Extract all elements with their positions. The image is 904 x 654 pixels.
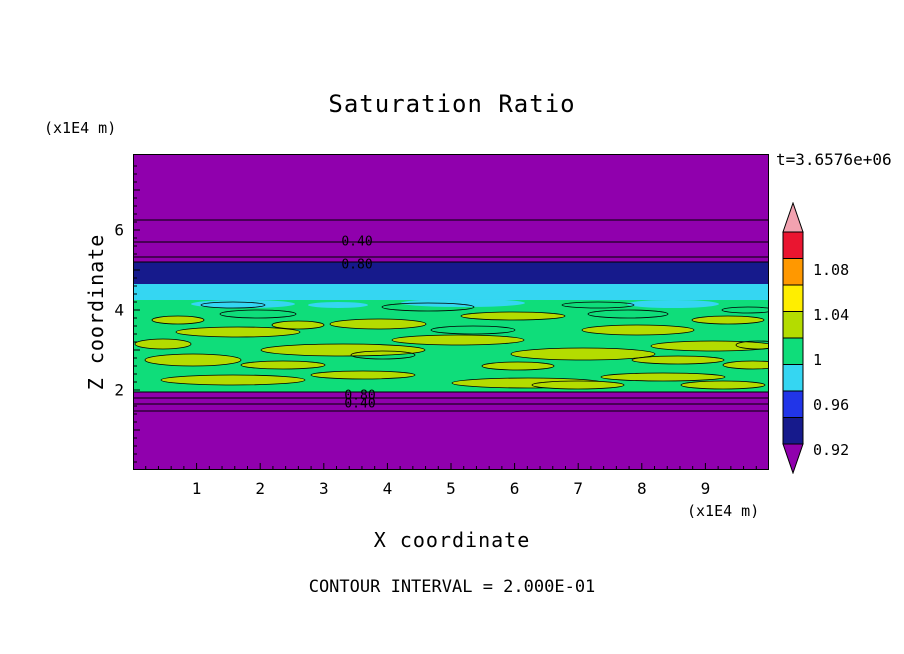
colorbar-segment (782, 231, 804, 259)
contour-patch (721, 306, 769, 314)
contour-patch (581, 324, 695, 336)
colorbar-tick-label: 0.92 (813, 441, 850, 459)
x-tick-label: 5 (446, 479, 456, 498)
contour-patch (308, 302, 368, 308)
contour-patch (481, 361, 555, 371)
x-tick-label: 4 (382, 479, 393, 498)
contour-patch (600, 372, 726, 382)
plot-frame (133, 154, 769, 470)
contour-patch (650, 340, 769, 352)
time-annotation: t=3.6576e+06 (776, 150, 892, 169)
contour-patch (200, 301, 266, 309)
contour-patch (627, 300, 719, 308)
x-axis-unit: (x1E4 m) (687, 502, 760, 520)
contour-patch (401, 299, 525, 307)
colorbar-tick-label: 1.08 (813, 261, 850, 279)
contour-patch (175, 326, 301, 338)
contour-value-label: 0.40 (341, 234, 373, 250)
contour-patch (240, 360, 326, 370)
contour-patch (691, 315, 765, 325)
contour-patch (310, 370, 416, 380)
contour-value-label: 0.80 (341, 257, 373, 273)
x-tick-label: 8 (636, 479, 647, 498)
contour-value-label: 0.80 (344, 388, 376, 404)
x-axis-label: X coordinate (373, 528, 531, 552)
chart-title: Saturation Ratio (328, 90, 576, 118)
contour-patch (510, 347, 656, 361)
contour-patch (680, 380, 766, 390)
colorbar-segment (782, 258, 804, 286)
colorbar-tick-label: 1 (813, 351, 823, 369)
contour-patch (160, 374, 306, 386)
colorbar (782, 202, 804, 474)
y-axis-unit: (x1E4 m) (44, 119, 117, 137)
x-tick-label: 3 (318, 479, 329, 498)
contour-patch (144, 353, 242, 367)
contour-patch (391, 334, 525, 346)
colorbar-segment (782, 337, 804, 365)
y-tick-label: 4 (114, 300, 124, 320)
contour-patch (531, 380, 625, 390)
x-tick-label: 1 (191, 479, 202, 498)
x-tick-label: 7 (573, 479, 584, 498)
contour-patch (430, 325, 516, 335)
contour-patch (134, 338, 192, 350)
colorbar-segment (782, 364, 804, 392)
contour-patch (260, 343, 426, 357)
contour-patch (631, 355, 725, 365)
contour-patch (329, 318, 427, 330)
y-tick-label: 6 (114, 220, 124, 240)
colorbar-tick-label: 0.96 (813, 396, 850, 414)
y-tick-label: 2 (114, 380, 124, 400)
contour-patch (151, 315, 205, 325)
contour-patch (350, 350, 416, 360)
x-tick-label: 2 (255, 479, 266, 498)
contour-value-label: 0.40 (344, 396, 376, 412)
contour-patch (587, 309, 669, 319)
contour-patch (219, 309, 297, 319)
x-tick-label: 9 (700, 479, 711, 498)
x-tick-label: 6 (509, 479, 520, 498)
colorbar-segment (782, 417, 804, 445)
colorbar-segment (782, 284, 804, 312)
y-axis-label: Z coordinate (84, 233, 108, 391)
contour-patch (381, 302, 475, 312)
contour-patch (722, 360, 769, 370)
colorbar-segment (782, 390, 804, 418)
colorbar-arrow-top (782, 202, 804, 233)
colorbar-segment (782, 311, 804, 339)
contour-patch (460, 311, 566, 321)
contour-patch (271, 320, 325, 330)
contour-plot (133, 154, 769, 470)
contour-patch (735, 340, 769, 350)
contour-patch (561, 301, 635, 309)
colorbar-arrow-bottom (782, 443, 804, 474)
contour-interval-label: CONTOUR INTERVAL = 2.000E-01 (308, 577, 596, 597)
colorbar-tick-label: 1.04 (813, 306, 850, 324)
